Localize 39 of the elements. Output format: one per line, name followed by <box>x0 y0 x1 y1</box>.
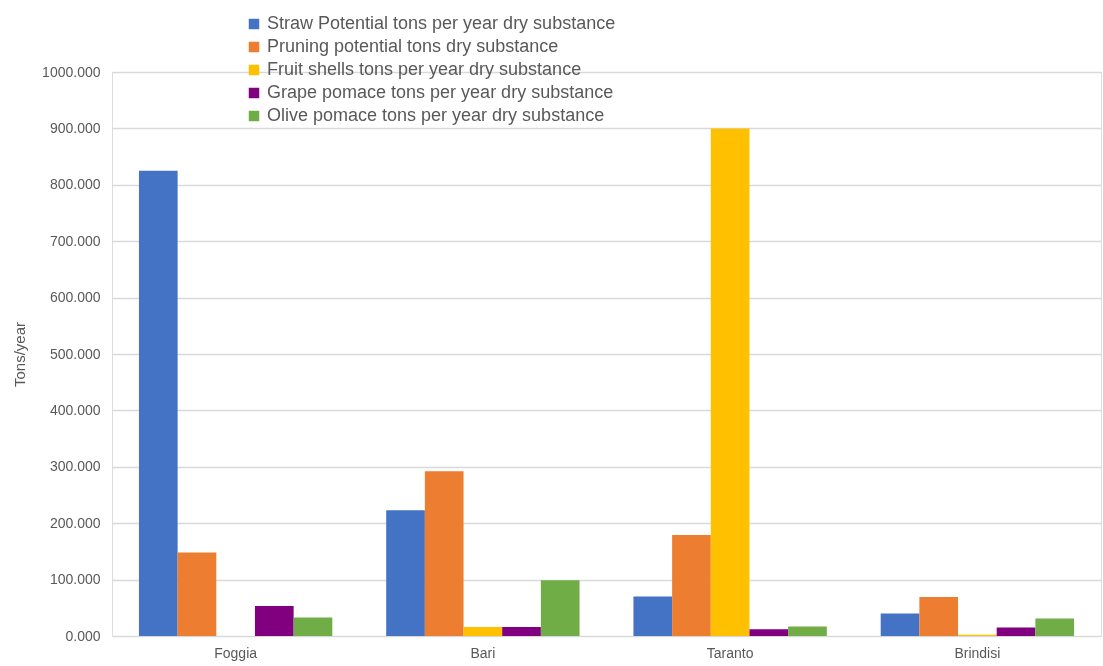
x-tick-label: Taranto <box>706 644 754 661</box>
bar <box>788 626 827 636</box>
x-tick-label: Foggia <box>214 644 258 661</box>
y-tick-label: 700.000 <box>49 232 101 249</box>
bar <box>138 170 178 636</box>
y-tick-label: 800.000 <box>49 176 101 193</box>
y-tick-label: 0.000 <box>65 627 101 644</box>
y-axis-title: Tons/year <box>11 321 29 388</box>
y-tick-label: 500.000 <box>49 345 101 362</box>
bar <box>710 128 750 636</box>
bar <box>424 471 464 636</box>
bar <box>672 535 711 636</box>
bar <box>996 627 1036 636</box>
legend-label: Grape pomace tons per year dry substance <box>267 82 614 102</box>
y-tick-label: 900.000 <box>49 119 101 136</box>
bar <box>254 606 294 636</box>
bar <box>177 552 217 636</box>
bar <box>463 626 503 636</box>
bar <box>1035 618 1075 636</box>
bar <box>540 580 580 636</box>
y-tick-label: 200.000 <box>49 514 101 531</box>
legend-label: Fruit shells tons per year dry substance <box>267 59 582 79</box>
bar <box>633 596 673 636</box>
bar <box>502 626 541 636</box>
bar <box>386 510 425 636</box>
bar <box>293 617 333 636</box>
y-tick-label: 300.000 <box>49 458 101 475</box>
y-tick-label: 600.000 <box>49 289 101 306</box>
y-tick-label: 100.000 <box>49 571 101 588</box>
x-tick-label: Bari <box>470 644 496 661</box>
y-tick-label: 400.000 <box>49 401 101 418</box>
bar <box>919 597 959 636</box>
x-tick-label: Brindisi <box>954 644 1001 661</box>
bar <box>749 629 789 636</box>
bar <box>880 613 920 636</box>
legend-label: Straw Potential tons per year dry substance <box>267 13 616 33</box>
legend-label: Pruning potential tons dry substance <box>267 36 559 56</box>
y-tick-label: 1000.000 <box>42 63 101 80</box>
legend-label: Olive pomace tons per year dry substance <box>267 105 605 125</box>
